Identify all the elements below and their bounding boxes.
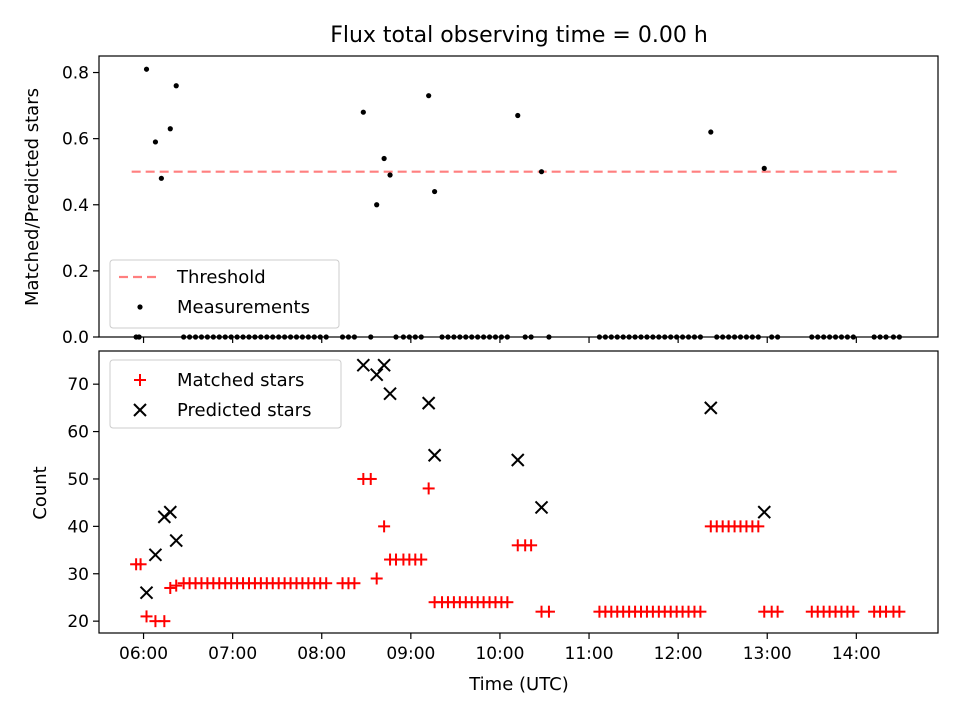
- bottom-legend: Matched stars Predicted stars: [109, 359, 342, 429]
- measurement-point: [761, 165, 767, 171]
- predicted-stars-point: [704, 401, 718, 415]
- top-marks: [131, 66, 902, 340]
- matched-stars-point: [164, 581, 177, 594]
- matched-stars-point: [378, 520, 391, 533]
- matched-stars-point: [170, 579, 183, 592]
- legend-matched-swatch: [134, 374, 146, 386]
- matched-stars-point: [542, 605, 555, 618]
- measurement-point: [173, 83, 179, 89]
- bottom-x-ticks: 06:00 07:00 08:00 09:00 10:00 11:00 12:00 13:00…: [119, 633, 881, 664]
- matched-stars-point: [893, 605, 906, 618]
- matched-stars-point: [422, 482, 435, 495]
- top-x-ticks: [142, 337, 857, 343]
- predicted-stars-point: [139, 586, 154, 600]
- bottom-y-tick-label: 70: [67, 375, 89, 395]
- predicted-stars-point: [148, 548, 163, 562]
- bottom-subplot: 20 30 40 50 60 70 06:00 07:00 08:00 09:00 10:00 11…: [30, 350, 939, 695]
- predicted-stars-point: [427, 448, 442, 462]
- measurement-point: [426, 93, 432, 99]
- bottom-y-tick-label: 50: [67, 470, 89, 490]
- measurement-point: [143, 66, 150, 72]
- matched-stars-point: [158, 615, 171, 628]
- top-y-tick-label: 0.0: [62, 328, 89, 348]
- bottom-x-tick-label: 14:00: [832, 644, 881, 664]
- legend-predicted-swatch: [133, 403, 147, 417]
- measurement-point: [515, 112, 521, 119]
- top-legend-box: [109, 259, 340, 329]
- top-subplot: 0.00.20.40.60.8 Matched/Predicted stars …: [22, 55, 939, 348]
- bottom-y-axis-label: Count: [30, 466, 51, 519]
- matched-stars-point: [320, 577, 333, 590]
- measurement-point: [167, 126, 173, 132]
- bottom-x-axis-label: Time (UTC): [468, 674, 569, 695]
- predicted-stars-point: [369, 367, 384, 382]
- bottom-axes-frame: [98, 350, 939, 634]
- matched-stars-point: [364, 472, 377, 485]
- predicted-stars-point: [383, 386, 397, 401]
- bottom-y-ticks: 20 30 40 50 60 70: [67, 375, 99, 632]
- predicted-stars-point: [356, 358, 371, 372]
- bottom-x-tick-label: 09:00: [386, 644, 435, 664]
- measurement-point: [360, 109, 366, 115]
- matched-stars-point: [415, 553, 428, 566]
- predicted-stars-point: [377, 358, 391, 372]
- legend-predicted-label: Predicted stars: [177, 400, 311, 421]
- top-y-tick-label: 0.4: [62, 196, 89, 216]
- matched-stars-point: [694, 605, 707, 618]
- matched-stars-point: [134, 558, 147, 571]
- top-axes-frame: [98, 55, 939, 338]
- predicted-stars-point: [163, 505, 177, 519]
- measurement-point: [158, 175, 164, 181]
- measurement-point: [538, 169, 545, 175]
- predicted-stars-point: [511, 453, 525, 467]
- top-y-tick-label: 0.2: [62, 262, 89, 282]
- bottom-x-tick-label: 12:00: [654, 644, 703, 664]
- matched-stars-point: [847, 605, 860, 618]
- legend-matched-label: Matched stars: [177, 370, 304, 391]
- bottom-x-tick-label: 13:00: [743, 644, 792, 664]
- measurement-point: [152, 139, 159, 145]
- measurement-point: [381, 155, 387, 162]
- chart-title: Flux total observing time = 0.00 h: [330, 23, 708, 48]
- matched-stars-point: [140, 610, 153, 623]
- measurement-point: [374, 202, 380, 208]
- bottom-x-tick-label: 06:00: [119, 644, 168, 664]
- legend-measurements-swatch: [137, 304, 143, 310]
- measurement-point: [708, 129, 714, 135]
- bottom-y-tick-label: 30: [67, 565, 89, 585]
- bottom-y-tick-label: 60: [67, 423, 89, 443]
- top-y-tick-label: 0.8: [62, 64, 89, 84]
- bottom-y-tick-label: 20: [67, 612, 89, 632]
- matched-stars-point: [525, 539, 538, 552]
- matched-stars-point: [771, 605, 784, 618]
- predicted-stars-point: [534, 500, 549, 515]
- matched-stars-point: [501, 596, 514, 609]
- bottom-y-tick-label: 40: [67, 517, 89, 537]
- top-y-axis-label: Matched/Predicted stars: [22, 88, 43, 306]
- matched-stars-point: [370, 572, 383, 585]
- top-legend: Threshold Measurements: [109, 259, 340, 329]
- predicted-stars-point: [169, 533, 183, 548]
- top-y-tick-label: 0.6: [62, 130, 89, 150]
- bottom-x-tick-label: 07:00: [208, 644, 257, 664]
- bottom-x-tick-label: 10:00: [475, 644, 524, 664]
- matched-stars-point: [752, 520, 765, 533]
- measurement-point: [387, 172, 393, 178]
- predicted-stars-point: [421, 396, 436, 410]
- matched-stars-point: [348, 577, 361, 590]
- measurement-point: [432, 188, 438, 195]
- bottom-x-tick-label: 11:00: [565, 644, 614, 664]
- top-y-ticks: 0.0 0.2 0.4 0.6 0.8: [62, 64, 99, 348]
- bottom-legend-box: [109, 359, 342, 429]
- legend-measurements-label: Measurements: [177, 297, 310, 318]
- predicted-stars-point: [757, 505, 771, 519]
- legend-threshold-label: Threshold: [176, 267, 266, 288]
- bottom-marks: [130, 358, 906, 628]
- bottom-x-tick-label: 08:00: [297, 644, 346, 664]
